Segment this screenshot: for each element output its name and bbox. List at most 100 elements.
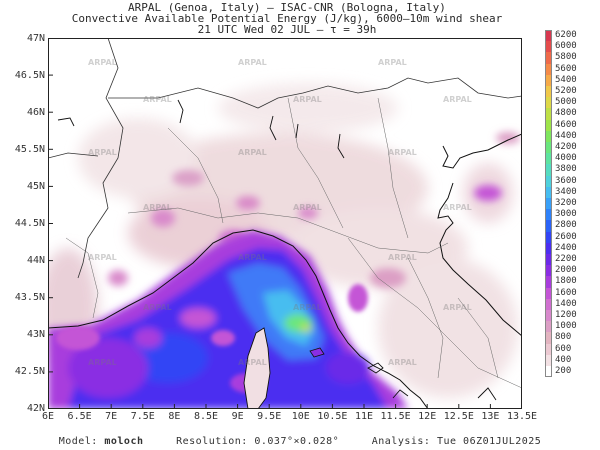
lon-tick-label: 11E	[354, 411, 374, 422]
chart-title-line-3: 21 UTC Wed 02 JUL — τ = 39h	[197, 23, 377, 36]
colorbar-swatch	[545, 231, 552, 243]
resolution-value: 0.037°×0.028°	[254, 436, 340, 447]
colorbar-label: 600	[555, 343, 572, 354]
lon-tick-label: 10.5E	[317, 411, 348, 422]
colorbar-label: 5000	[555, 97, 577, 108]
watermark: ARPAL	[293, 303, 322, 312]
lon-tick-label: 12.5E	[443, 411, 474, 422]
colorbar-swatch	[545, 108, 552, 120]
watermark: ARPAL	[388, 253, 417, 262]
coast-details	[367, 362, 497, 401]
colorbar-frame	[545, 30, 552, 378]
watermark: ARPAL	[293, 95, 322, 104]
colorbar-swatch	[545, 130, 552, 142]
watermark: ARPAL	[143, 203, 172, 212]
watermark: ARPAL	[88, 358, 117, 367]
watermark: ARPAL	[143, 95, 172, 104]
colorbar-label: 2000	[555, 265, 577, 276]
watermark: ARPAL	[238, 148, 267, 157]
colorbar-swatch	[545, 74, 552, 86]
colorbar-swatch	[545, 119, 552, 131]
chart-title-line-1: ARPAL (Genoa, Italy) — ISAC-CNR (Bologna…	[128, 1, 446, 14]
lon-tick-label: 6E	[41, 411, 55, 422]
colorbar-swatch	[545, 366, 552, 378]
colorbar-swatch	[545, 298, 552, 310]
colorbar-swatch	[545, 265, 552, 277]
colorbar-label: 1600	[555, 287, 577, 298]
colorbar-swatch	[545, 30, 552, 42]
lat-tick-label: 45N	[26, 181, 45, 192]
lat-tick-label: 43.5N	[14, 292, 45, 303]
model-value: moloch	[104, 436, 144, 447]
colorbar-label: 4800	[555, 108, 577, 119]
colorbar-swatch	[545, 310, 552, 322]
watermark: ARPAL	[293, 203, 322, 212]
watermark: ARPAL	[143, 303, 172, 312]
colorbar-swatch	[545, 97, 552, 109]
colorbar-label: 2600	[555, 231, 577, 242]
colorbar-label: 400	[555, 354, 572, 365]
lat-tick-label: 43N	[26, 329, 45, 340]
colorbar-label: 5400	[555, 74, 577, 85]
colorbar-label: 3600	[555, 175, 577, 186]
colorbar-swatch	[545, 209, 552, 221]
colorbar-label: 4000	[555, 153, 577, 164]
model-label: Model:	[58, 436, 98, 447]
colorbar-swatch	[545, 343, 552, 355]
lon-tick-label: 9E	[231, 411, 244, 422]
lat-tick-label: 46.5N	[14, 70, 45, 81]
lon-tick-label: 9.5E	[257, 411, 282, 422]
colorbar-label: 3000	[555, 209, 577, 220]
colorbar-label: 1400	[555, 298, 577, 309]
footer-info: Model: moloch Resolution: 0.037°×0.028° …	[0, 436, 600, 447]
colorbar-label: 6000	[555, 41, 577, 52]
watermark: ARPAL	[378, 58, 407, 67]
colorbar-swatch	[545, 153, 552, 165]
watermark: ARPAL	[443, 303, 472, 312]
political-borders	[48, 38, 522, 279]
lon-tick-label: 11.5E	[380, 411, 411, 422]
colorbar-swatch	[545, 41, 552, 53]
colorbar-label: 4400	[555, 130, 577, 141]
colorbar-label: 4200	[555, 142, 577, 152]
colorbar-swatch	[545, 287, 552, 299]
colorbar-label: 3800	[555, 164, 577, 175]
lon-tick-label: 10E	[291, 411, 310, 422]
watermark: ARPAL	[88, 148, 117, 157]
colorbar-swatch	[545, 354, 552, 366]
lon-tick-label: 7.5E	[130, 411, 155, 422]
colorbar-swatch	[545, 198, 552, 210]
regional-borders	[65, 97, 522, 389]
colorbar-label: 4600	[555, 119, 577, 130]
lat-tick-label: 42.5N	[14, 366, 45, 377]
lat-tick-label: 47N	[26, 33, 45, 44]
map-frame	[48, 38, 522, 409]
analysis-value: Tue 06Z01JUL2025	[436, 436, 542, 447]
watermark: ARPAL	[88, 58, 117, 67]
elba-island	[309, 347, 325, 358]
coastlines	[48, 133, 522, 409]
watermark: ARPAL	[443, 95, 472, 104]
colorbar-swatch	[545, 254, 552, 266]
colorbar-swatch	[545, 242, 552, 254]
lat-tick-label: 44N	[26, 255, 45, 266]
watermark: ARPAL	[238, 253, 267, 262]
colorbar-label: 1000	[555, 321, 577, 332]
colorbar-swatch	[545, 142, 552, 154]
lon-tick-label: 13E	[481, 411, 500, 422]
colorbar-label: 3400	[555, 186, 577, 197]
chart-title-line-2: Convective Available Potential Energy (J…	[71, 12, 503, 25]
colorbar-swatch	[545, 321, 552, 333]
corsica-island	[243, 327, 271, 409]
colorbar-label: 5200	[555, 86, 577, 96]
colorbar-label: 2200	[555, 254, 577, 264]
lon-tick-label: 6.5E	[67, 411, 92, 422]
watermark: ARPAL	[388, 358, 417, 367]
watermark: ARPAL	[443, 203, 472, 212]
lat-tick-label: 46N	[26, 107, 45, 118]
lon-tick-label: 7E	[105, 411, 118, 422]
watermark: ARPAL	[388, 148, 417, 157]
colorbar-swatch	[545, 276, 552, 288]
colorbar-swatch	[545, 52, 552, 64]
cape-sea-field	[48, 230, 408, 409]
